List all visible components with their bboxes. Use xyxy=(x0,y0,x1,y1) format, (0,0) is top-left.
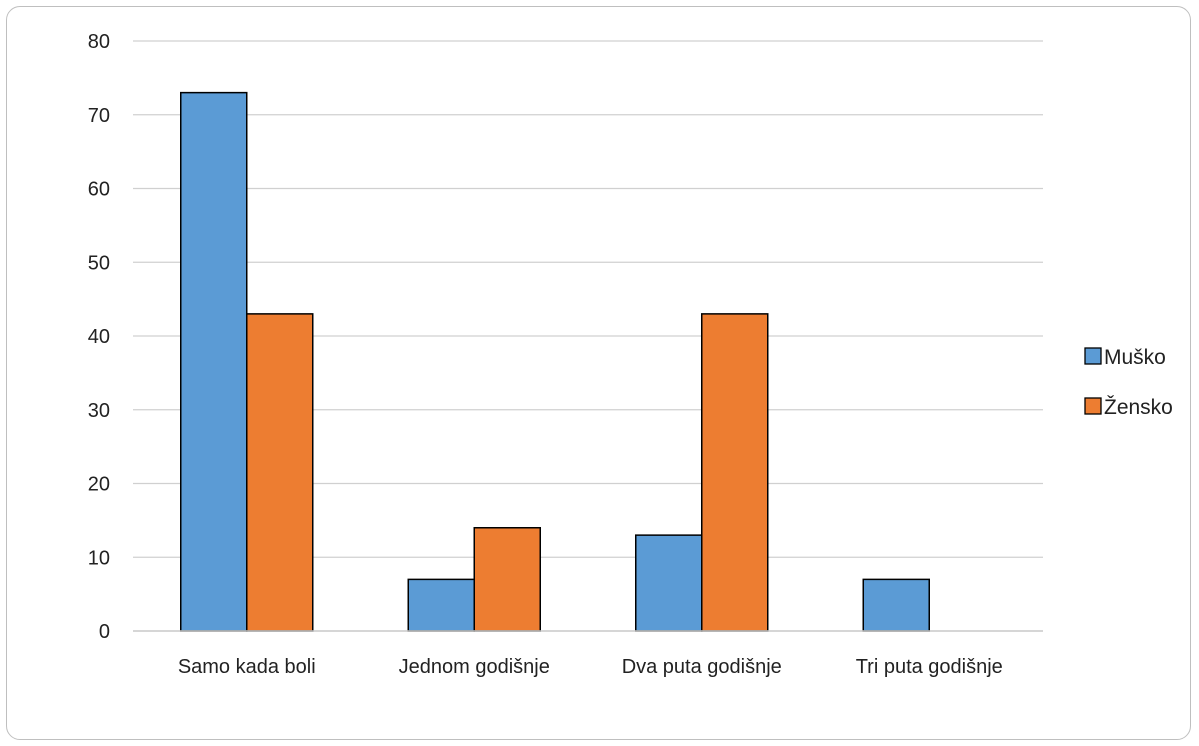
y-axis-ticks: 0 10 20 30 40 50 60 70 80 xyxy=(88,31,110,643)
y-tick-label: 30 xyxy=(88,400,110,422)
y-tick-label: 70 xyxy=(88,105,110,127)
y-tick-label: 10 xyxy=(88,547,110,569)
y-tick-label: 60 xyxy=(88,179,110,201)
bars xyxy=(180,91,930,632)
legend-swatch xyxy=(1084,347,1102,365)
bar-zensko xyxy=(246,313,314,632)
legend-label: Muško xyxy=(1104,346,1166,369)
y-tick-label: 40 xyxy=(88,326,110,348)
bar-musko xyxy=(407,578,475,632)
y-tick-label: 80 xyxy=(88,31,110,53)
x-tick-label: Tri puta godišnje xyxy=(856,656,1003,678)
bar-musko xyxy=(862,578,930,632)
legend: Muško Žensko xyxy=(1084,346,1173,419)
bar-musko xyxy=(180,91,248,632)
bar-zensko xyxy=(701,313,769,632)
x-axis-ticks: Samo kada boli Jednom godišnje Dva puta go… xyxy=(178,656,1003,678)
x-tick-label: Samo kada boli xyxy=(178,656,316,678)
y-tick-label: 0 xyxy=(99,621,110,643)
y-tick-label: 50 xyxy=(88,252,110,274)
y-tick-label: 20 xyxy=(88,474,110,496)
x-tick-label: Jednom godišnje xyxy=(399,656,550,678)
legend-label: Žensko xyxy=(1104,396,1173,419)
bar-musko xyxy=(635,534,703,632)
legend-swatch xyxy=(1084,397,1102,415)
bar-zensko xyxy=(473,527,541,632)
x-tick-label: Dva puta godišnje xyxy=(622,656,782,678)
